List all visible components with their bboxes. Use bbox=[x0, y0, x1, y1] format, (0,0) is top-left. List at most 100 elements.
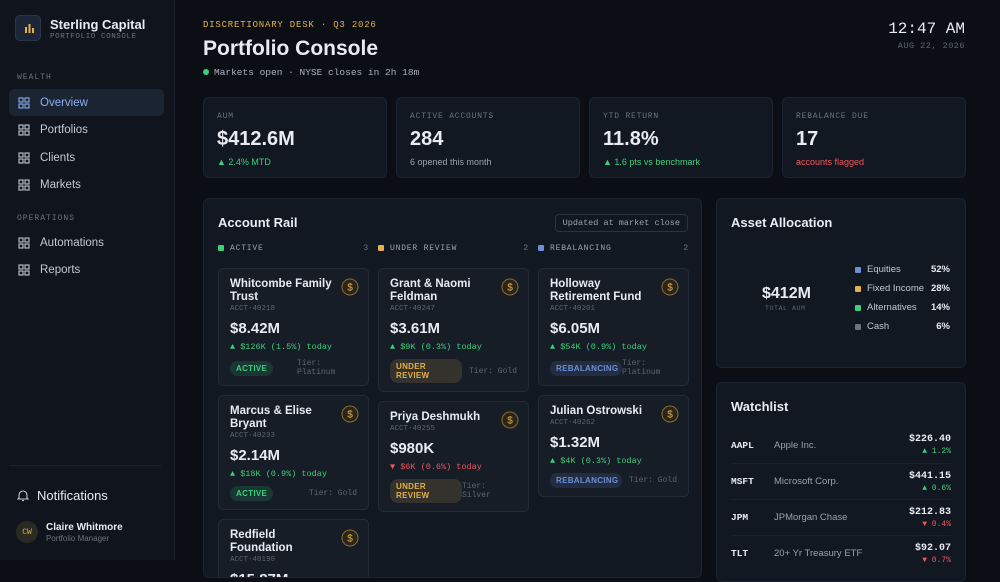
allocation-share: 6% bbox=[936, 321, 950, 332]
nav-item[interactable]: Markets bbox=[9, 171, 164, 198]
kpi-value: 11.8% bbox=[603, 128, 659, 150]
rail-column: UNDER REVIEW 2 $ Grant & Naomi Feldman ACCT-… bbox=[378, 241, 529, 521]
kpi-card: YTD RETURN 11.8% ▲ 1.6 pts vs benchmark bbox=[589, 97, 773, 178]
eyebrow: DISCRETIONARY DESK · Q3 2026 bbox=[203, 20, 377, 30]
nav-item-label: Reports bbox=[40, 263, 81, 276]
legend-swatch bbox=[855, 285, 861, 292]
account-card[interactable]: $ Grant & Naomi Feldman ACCT-40247 $3.61M ▲ … bbox=[378, 268, 529, 392]
kpi-value: 17 bbox=[796, 128, 819, 150]
page: Sterling Capital PORTFOLIO CONSOLE WEALTH O… bbox=[9, 0, 966, 582]
nav-item[interactable]: Automations bbox=[9, 229, 164, 256]
watchlist-row[interactable]: AAPL Apple Inc. $226.40 ▲ 1.2% bbox=[731, 427, 951, 463]
account-card[interactable]: $ Marcus & Elise Bryant ACCT-40233 $2.14M ▲ … bbox=[218, 395, 369, 510]
allocation-item: Equities 52% bbox=[855, 260, 950, 279]
account-id: ACCT-40190 bbox=[230, 556, 276, 564]
status-pill: ACTIVE bbox=[230, 486, 274, 501]
total-aum-value: $412M bbox=[762, 285, 811, 302]
account-name: Holloway Retirement Fund bbox=[550, 278, 642, 303]
rail-title: Account Rail bbox=[218, 215, 298, 230]
account-id: ACCT-40247 bbox=[390, 305, 436, 313]
card-footer: ACTIVE Tier: Gold bbox=[230, 486, 357, 501]
user-name: Claire Whitmore bbox=[46, 522, 123, 533]
account-card[interactable]: $ Whitcombe Family Trust ACCT-40218 $8.42M ▲… bbox=[218, 268, 369, 386]
clock-time: 12:47 AM bbox=[888, 20, 965, 38]
account-name: Grant & Naomi Feldman bbox=[390, 278, 471, 303]
spacer bbox=[378, 255, 529, 268]
allocation-share: 14% bbox=[930, 302, 950, 313]
nav-item-label: Clients bbox=[40, 151, 76, 164]
tier: Tier: Platinum bbox=[297, 359, 336, 377]
account-rail: Account Rail Updated at market close ACTIV… bbox=[203, 198, 702, 578]
kpi-value: $412.6M bbox=[217, 128, 295, 150]
account-card[interactable]: $ Priya Deshmukh ACCT-40255 $980K ▼ $6K (0.6… bbox=[378, 401, 529, 512]
allocation-share: 28% bbox=[930, 283, 950, 294]
nav-section-label: WEALTH bbox=[17, 73, 52, 82]
column-dot bbox=[538, 245, 544, 251]
notifications[interactable]: Notifications bbox=[17, 488, 108, 503]
allocation-item: Cash 6% bbox=[855, 317, 950, 336]
kpi-card: AUM $412.6M ▲ 2.4% MTD bbox=[203, 97, 387, 178]
user-role: Portfolio Manager bbox=[46, 534, 110, 543]
account-card[interactable]: $ Holloway Retirement Fund ACCT-40201 $6.05… bbox=[538, 268, 689, 386]
account-card[interactable]: $ Julian Ostrowski ACCT-40262 $1.32M ▲ $4K (… bbox=[538, 395, 689, 497]
spacer bbox=[218, 255, 369, 268]
card-footer: ACTIVE Tier: Platinum bbox=[230, 359, 357, 377]
legend-swatch bbox=[855, 266, 861, 273]
nav-item[interactable]: Clients bbox=[9, 144, 164, 171]
nav-item-label: Markets bbox=[40, 178, 81, 191]
watchlist-row[interactable]: MSFT Microsoft Corp. $441.15 ▲ 0.6% bbox=[731, 463, 951, 499]
total-aum-label: TOTAL AUM bbox=[765, 305, 806, 312]
account-change: ▲ $126K (1.5%) today bbox=[230, 342, 333, 352]
card-footer: UNDER REVIEW Tier: Gold bbox=[390, 359, 517, 383]
kpi-value: 284 bbox=[410, 128, 444, 150]
account-change: ▲ $18K (0.9%) today bbox=[230, 469, 327, 479]
nav-item[interactable]: Portfolios bbox=[9, 116, 164, 143]
price-change: ▲ 1.2% bbox=[922, 447, 951, 456]
spacer bbox=[538, 255, 689, 268]
price-change: ▼ 0.4% bbox=[922, 519, 951, 529]
kpi-note: accounts flagged bbox=[796, 157, 865, 167]
price-change: ▲ 0.6% bbox=[922, 483, 951, 493]
brand-name: Sterling Capital bbox=[50, 17, 146, 32]
tier: Tier: Gold bbox=[308, 489, 357, 498]
column-dot bbox=[218, 245, 224, 251]
column-header: ACTIVE 3 bbox=[218, 241, 369, 255]
asset-allocation: Asset Allocation $412M TOTAL AUM Equities 52… bbox=[716, 198, 966, 368]
nav-item[interactable]: Reports bbox=[9, 256, 164, 283]
svg-text:$: $ bbox=[507, 416, 513, 427]
watchlist-row[interactable]: JPM JPMorgan Chase $212.83 ▼ 0.4% bbox=[731, 499, 951, 535]
svg-text:$: $ bbox=[667, 410, 673, 421]
account-value: $2.14M bbox=[230, 447, 281, 464]
account-id: ACCT-40255 bbox=[390, 425, 436, 433]
watchlist-row[interactable]: TLT 20+ Yr Treasury ETF $92.07 ▼ 0.7% bbox=[731, 535, 951, 571]
status-pill: UNDER REVIEW bbox=[390, 479, 462, 503]
coin-icon: $ bbox=[501, 411, 519, 434]
nav-item[interactable]: Overview bbox=[9, 89, 164, 116]
account-id: ACCT-40233 bbox=[230, 432, 276, 440]
status-pill: REBALANCING bbox=[550, 360, 622, 376]
price: $212.83 bbox=[908, 506, 951, 518]
ticker: AAPL bbox=[731, 439, 754, 451]
account-value: $3.61M bbox=[390, 320, 441, 337]
account-name: Priya Deshmukh bbox=[390, 411, 481, 423]
quote: $92.07 ▼ 0.7% bbox=[915, 543, 951, 565]
svg-text:$: $ bbox=[347, 283, 353, 294]
allocation-title: Asset Allocation bbox=[731, 215, 833, 230]
quote: $441.15 ▲ 0.6% bbox=[909, 471, 951, 493]
column-dot bbox=[378, 245, 384, 251]
ticker: MSFT bbox=[731, 476, 754, 487]
divider bbox=[9, 465, 161, 466]
account-card[interactable]: $ Redfield Foundation ACCT-40190 $15.87M bbox=[218, 519, 369, 577]
coin-icon: $ bbox=[341, 529, 359, 552]
account-name: Marcus & Elise Bryant bbox=[230, 405, 312, 430]
allocation-legend: Equities 52% Fixed Income 28% Alternatives 14… bbox=[855, 260, 950, 336]
allocation-name: Fixed Income bbox=[867, 283, 925, 294]
kpi-label: ACTIVE ACCOUNTS bbox=[410, 112, 495, 121]
account-name: Whitcombe Family Trust bbox=[230, 278, 332, 303]
quote: $212.83 ▼ 0.4% bbox=[909, 507, 951, 529]
column-count: 3 bbox=[363, 243, 369, 253]
watchlist: Watchlist AAPL Apple Inc. $226.40 ▲ 1.2% MSFT… bbox=[716, 382, 966, 582]
column-header: UNDER REVIEW 2 bbox=[378, 241, 529, 255]
status-dot bbox=[203, 69, 209, 75]
page-title: Portfolio Console bbox=[203, 37, 378, 60]
